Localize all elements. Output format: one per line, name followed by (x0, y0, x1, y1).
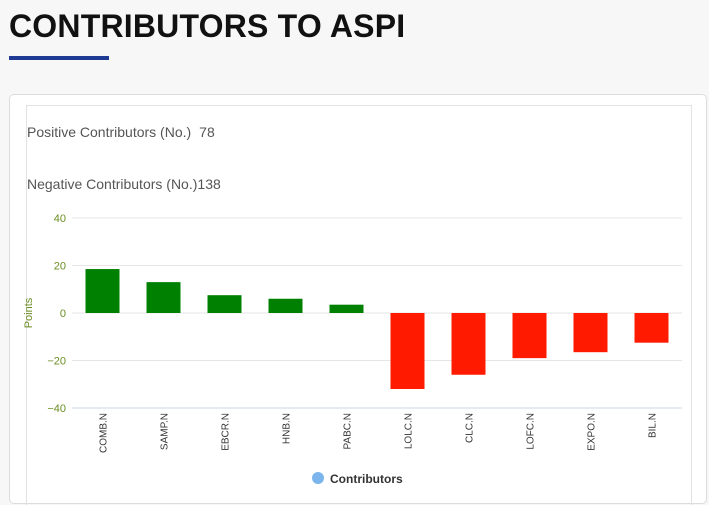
contributors-card: Positive Contributors (No.) 78 Negative C… (9, 94, 707, 505)
x-tick-label: HNB.N (282, 413, 293, 444)
legend[interactable]: Contributors (312, 472, 403, 486)
x-tick-label: LOFC.N (526, 413, 537, 450)
bar-clc-n (451, 313, 486, 375)
y-axis-label: Points (23, 297, 35, 328)
title-underline (9, 56, 109, 60)
negative-contributors-label: Negative Contributors (No.) (27, 176, 198, 192)
bar-samp-n (146, 282, 181, 313)
legend-marker (312, 472, 324, 484)
x-tick-label: COMB.N (99, 413, 110, 453)
y-tick-label: −40 (47, 403, 66, 415)
bar-bil-n (634, 313, 669, 343)
x-axis-ticks: COMB.N SAMP.N EBCR.N HNB.N PABC.N LOLC.N CLC.N… (99, 413, 659, 453)
y-tick-label: 0 (60, 308, 66, 320)
bars (85, 269, 669, 389)
y-tick-label: 40 (54, 213, 66, 225)
x-tick-label: PABC.N (343, 413, 354, 450)
positive-contributors-value: 78 (199, 124, 215, 140)
legend-label: Contributors (330, 472, 403, 486)
bar-lofc-n (512, 313, 547, 359)
x-tick-label: SAMP.N (160, 413, 171, 450)
negative-contributors-row: Negative Contributors (No.)138 (27, 176, 221, 192)
bar-comb-n (85, 269, 120, 313)
bar-ebcr-n (207, 295, 242, 313)
positive-contributors-label: Positive Contributors (No.) (27, 124, 192, 140)
contributors-bar-chart: 40 20 0 −20 −40 Points COMB.N SAMP.N EBCR.N HNB… (23, 213, 682, 486)
bar-expo-n (573, 313, 608, 353)
chart-frame (26, 105, 692, 505)
negative-contributors-value: 138 (197, 176, 221, 192)
x-tick-label: BIL.N (648, 413, 659, 438)
x-tick-label: EBCR.N (221, 413, 232, 451)
bar-lolc-n (390, 313, 425, 389)
y-axis-ticks: 40 20 0 −20 −40 (47, 213, 66, 415)
x-tick-label: CLC.N (465, 413, 476, 443)
bar-pabc-n (329, 304, 364, 313)
y-tick-label: 20 (54, 261, 66, 273)
page-title: CONTRIBUTORS TO ASPI (9, 8, 406, 44)
positive-contributors-row: Positive Contributors (No.) 78 (27, 124, 215, 140)
bar-hnb-n (268, 298, 303, 313)
x-tick-label: LOLC.N (404, 413, 415, 449)
x-tick-label: EXPO.N (587, 413, 598, 451)
y-tick-label: −20 (47, 356, 66, 368)
